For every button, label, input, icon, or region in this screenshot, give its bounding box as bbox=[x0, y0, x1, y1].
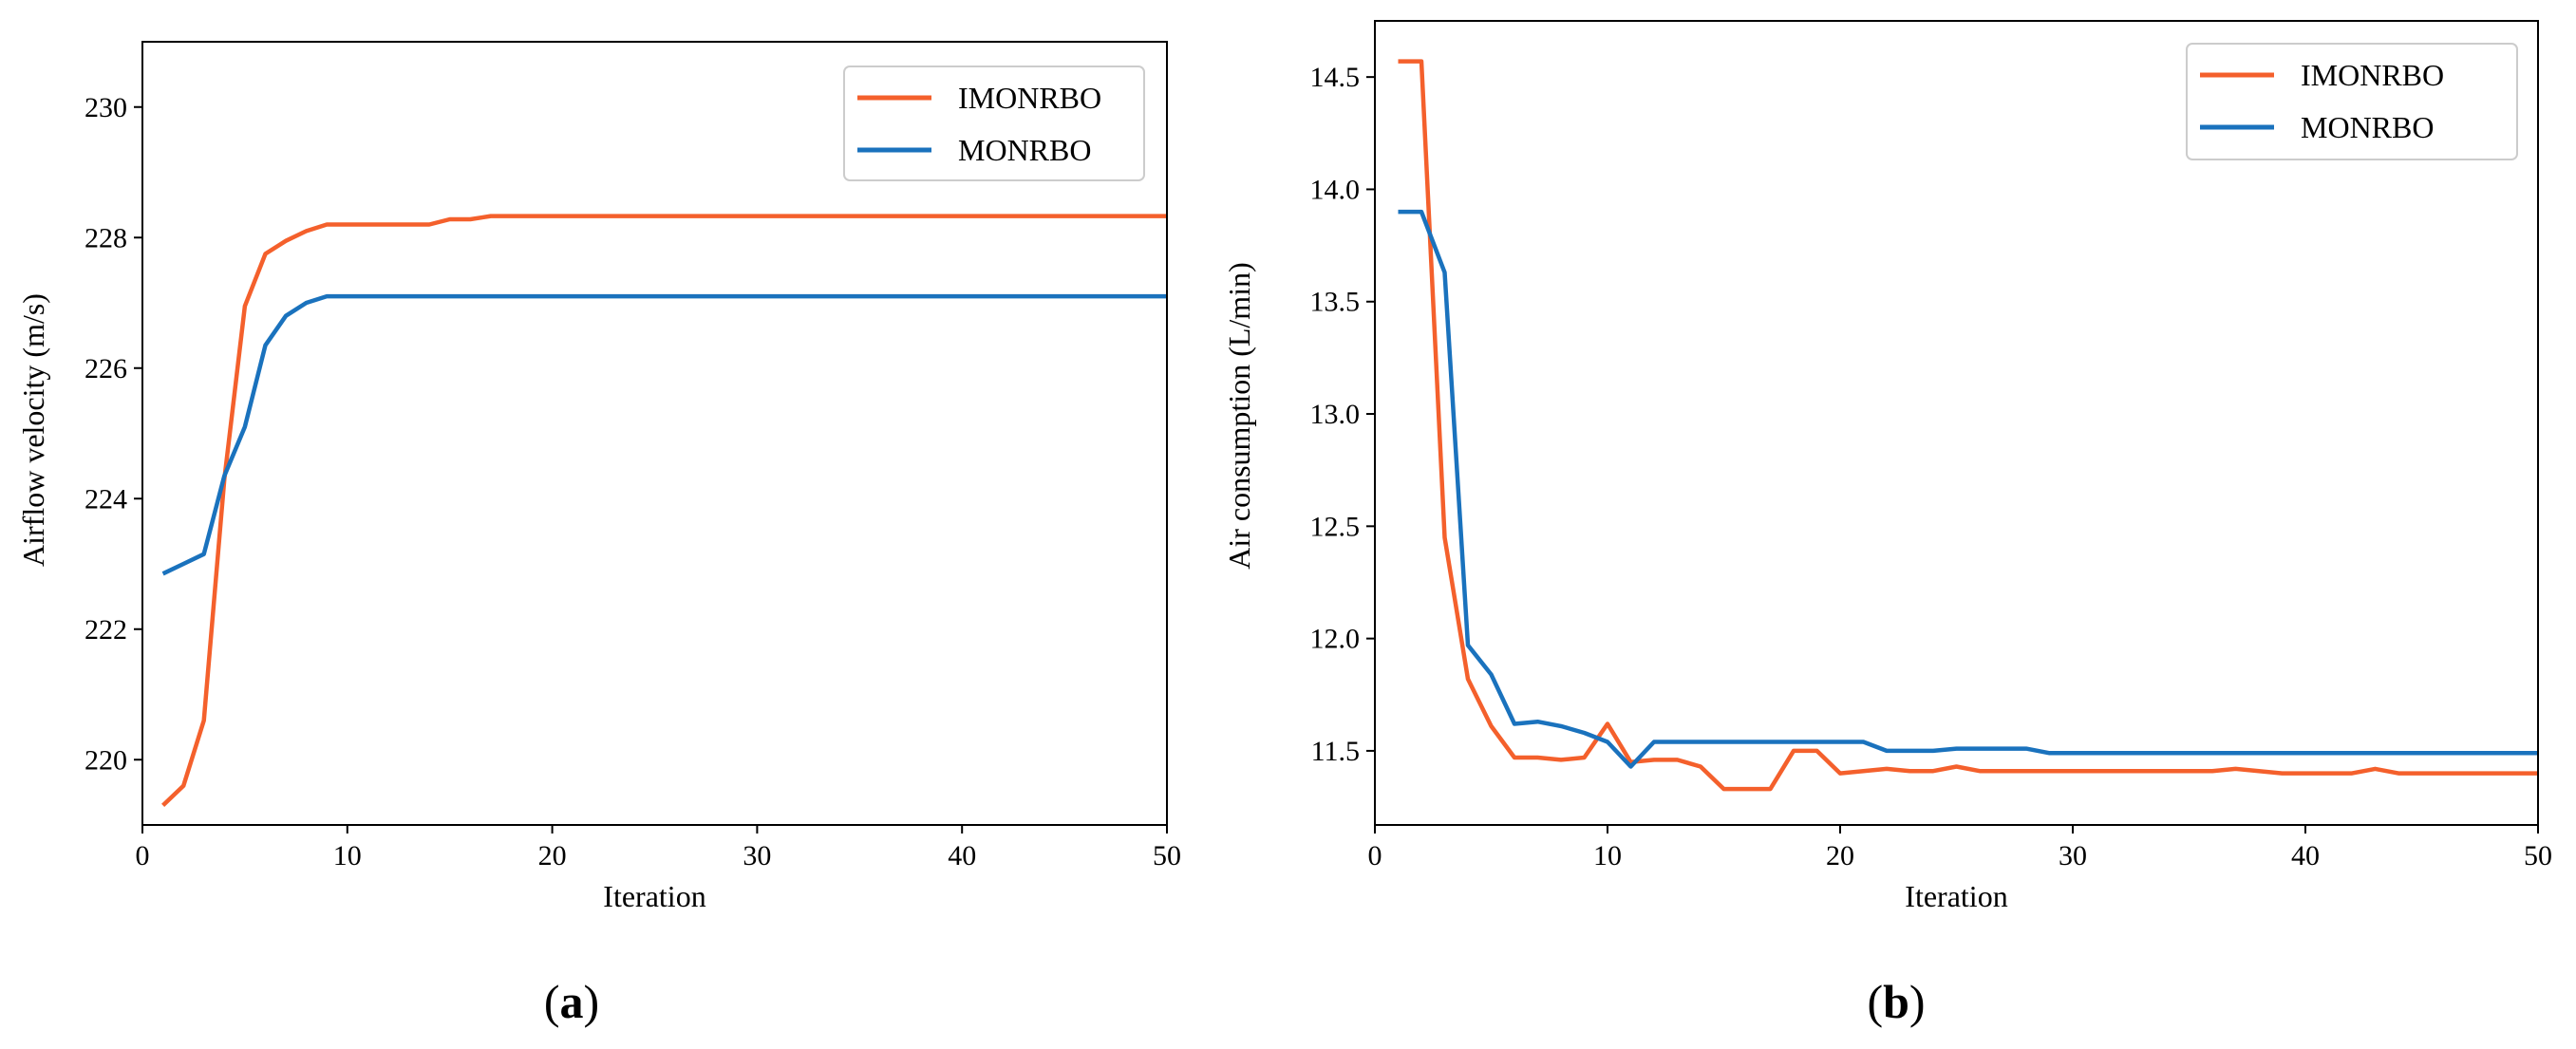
y-tick-label: 14.0 bbox=[1310, 174, 1361, 205]
legend-entry: MONRBO bbox=[958, 133, 1091, 167]
x-tick-label: 0 bbox=[136, 840, 150, 871]
legend-entry: IMONRBO bbox=[958, 81, 1101, 115]
y-tick-label: 14.5 bbox=[1310, 62, 1361, 93]
x-tick-label: 30 bbox=[2059, 840, 2087, 871]
y-tick-label: 13.5 bbox=[1310, 287, 1361, 318]
x-tick-label: 10 bbox=[1593, 840, 1622, 871]
plot-frame bbox=[1374, 20, 2539, 826]
chart-panel-a: 0 10 20 30 40 50 220 222 224 226 228 230 Iteration Ai… bbox=[16, 41, 1181, 1028]
x-axis-label: Iteration bbox=[603, 879, 705, 913]
x-tick-label: 20 bbox=[1826, 840, 1854, 871]
legend-entry: MONRBO bbox=[2301, 110, 2434, 144]
chart-panel-b: 0 10 20 30 40 50 11.5 12.0 12.5 13.0 13.5 14.0 14.5 I… bbox=[1222, 20, 2552, 1028]
y-tick-label: 226 bbox=[85, 353, 127, 384]
y-tick-label: 230 bbox=[85, 92, 127, 123]
x-tick-label: 30 bbox=[743, 840, 771, 871]
y-tick-label: 220 bbox=[85, 744, 127, 776]
legend: IMONRBO MONRBO bbox=[843, 66, 1145, 181]
x-tick-label: 10 bbox=[333, 840, 362, 871]
panel-label: (b) bbox=[1867, 975, 1925, 1028]
x-tick-label: 20 bbox=[538, 840, 567, 871]
series-line-monrbo bbox=[161, 293, 1167, 576]
y-axis-label: Air consumption (L/min) bbox=[1222, 262, 1256, 570]
series-line-monrbo bbox=[1398, 209, 2538, 769]
x-tick-label: 50 bbox=[2524, 840, 2552, 871]
y-axis-label: Airflow velocity (m/s) bbox=[16, 293, 50, 567]
legend: IMONRBO MONRBO bbox=[2186, 43, 2518, 160]
x-tick-label: 40 bbox=[948, 840, 976, 871]
y-tick-label: 13.0 bbox=[1310, 399, 1361, 430]
series-line-imonrbo bbox=[161, 214, 1167, 808]
x-axis-label: Iteration bbox=[1905, 879, 2007, 913]
y-tick-label: 12.5 bbox=[1310, 511, 1361, 542]
legend-entry: IMONRBO bbox=[2301, 58, 2444, 92]
x-tick-label: 50 bbox=[1153, 840, 1181, 871]
y-tick-label: 228 bbox=[85, 222, 127, 253]
x-tick-label: 40 bbox=[2291, 840, 2320, 871]
panel-label: (a) bbox=[544, 975, 599, 1028]
y-tick-label: 12.0 bbox=[1310, 624, 1361, 655]
plot-frame bbox=[141, 41, 1168, 826]
y-tick-label: 222 bbox=[85, 614, 127, 646]
y-tick-label: 224 bbox=[85, 483, 127, 515]
series-line-imonrbo bbox=[1398, 59, 2538, 792]
x-tick-label: 0 bbox=[1368, 840, 1382, 871]
y-tick-label: 11.5 bbox=[1311, 736, 1360, 767]
